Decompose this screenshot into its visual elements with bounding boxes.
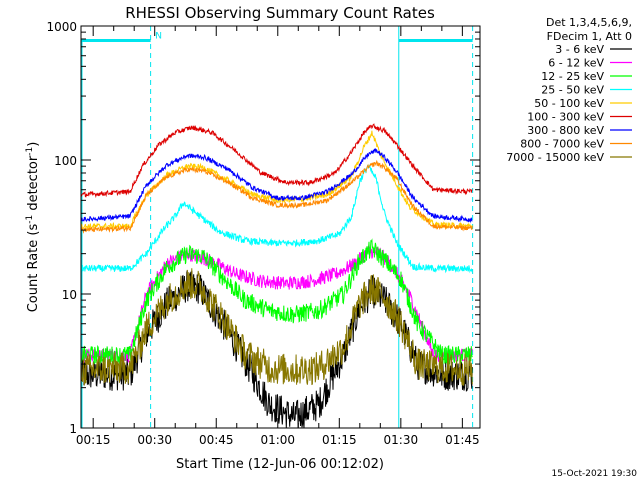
series-line-3	[80, 238, 473, 365]
x-tick-label-7: 01:45	[445, 433, 480, 447]
night-flag-label: N	[155, 31, 162, 41]
x-tick-label-1: 00:15	[76, 433, 111, 447]
plot-area: N	[80, 26, 474, 429]
timestamp-footer: 15-Oct-2021 19:30	[552, 469, 638, 479]
y-tick-label-1: 1	[69, 422, 77, 436]
series-line-9	[80, 268, 473, 387]
series-line-8	[80, 159, 473, 234]
legend-label-6: 100 - 300 keV	[527, 111, 604, 124]
plot-frame	[80, 25, 481, 429]
y-tick-label-4: 1000	[46, 20, 77, 34]
legend-label-8: 800 - 7000 keV	[520, 138, 604, 151]
legend-label-5: 50 - 100 keV	[534, 97, 604, 110]
chart-title: RHESSI Observing Summary Count Rates	[125, 4, 435, 22]
legend: Det 1,3,4,5,6,9, FDecim 1, Att 0 3 - 6 k…	[506, 16, 632, 164]
x-tick-label-6: 01:30	[384, 433, 419, 447]
series-line-6	[80, 123, 473, 199]
legend-label-7: 300 - 800 keV	[527, 124, 604, 137]
legend-label-3: 12 - 25 keV	[541, 70, 604, 83]
x-tick-label-5: 01:15	[322, 433, 357, 447]
x-tick-label-2: 00:30	[137, 433, 172, 447]
series-line-4	[80, 164, 473, 274]
legend-label-1: 3 - 6 keV	[555, 43, 604, 56]
legend-label-4: 25 - 50 keV	[541, 84, 604, 97]
x-tick-label-3: 00:45	[199, 433, 234, 447]
legend-label-2: 6 - 12 keV	[548, 57, 604, 70]
y-axis-label: Count Rate (s-1 detector-1)	[25, 142, 41, 313]
legend-header-line-2: FDecim 1, Att 0	[547, 30, 632, 43]
series-line-7	[80, 148, 473, 224]
legend-header-line-1: Det 1,3,4,5,6,9,	[546, 16, 632, 29]
legend-label-9: 7000 - 15000 keV	[506, 151, 604, 164]
x-tick-label-4: 01:00	[260, 433, 295, 447]
x-axis-label: Start Time (12-Jun-06 00:12:02)	[176, 457, 384, 472]
axes: 00:15 00:30 00:45 01:00 01:15 01:30 01:45 1 10 10…	[46, 20, 480, 447]
y-tick-label-3: 100	[54, 154, 77, 168]
y-tick-label-2: 10	[62, 288, 77, 302]
